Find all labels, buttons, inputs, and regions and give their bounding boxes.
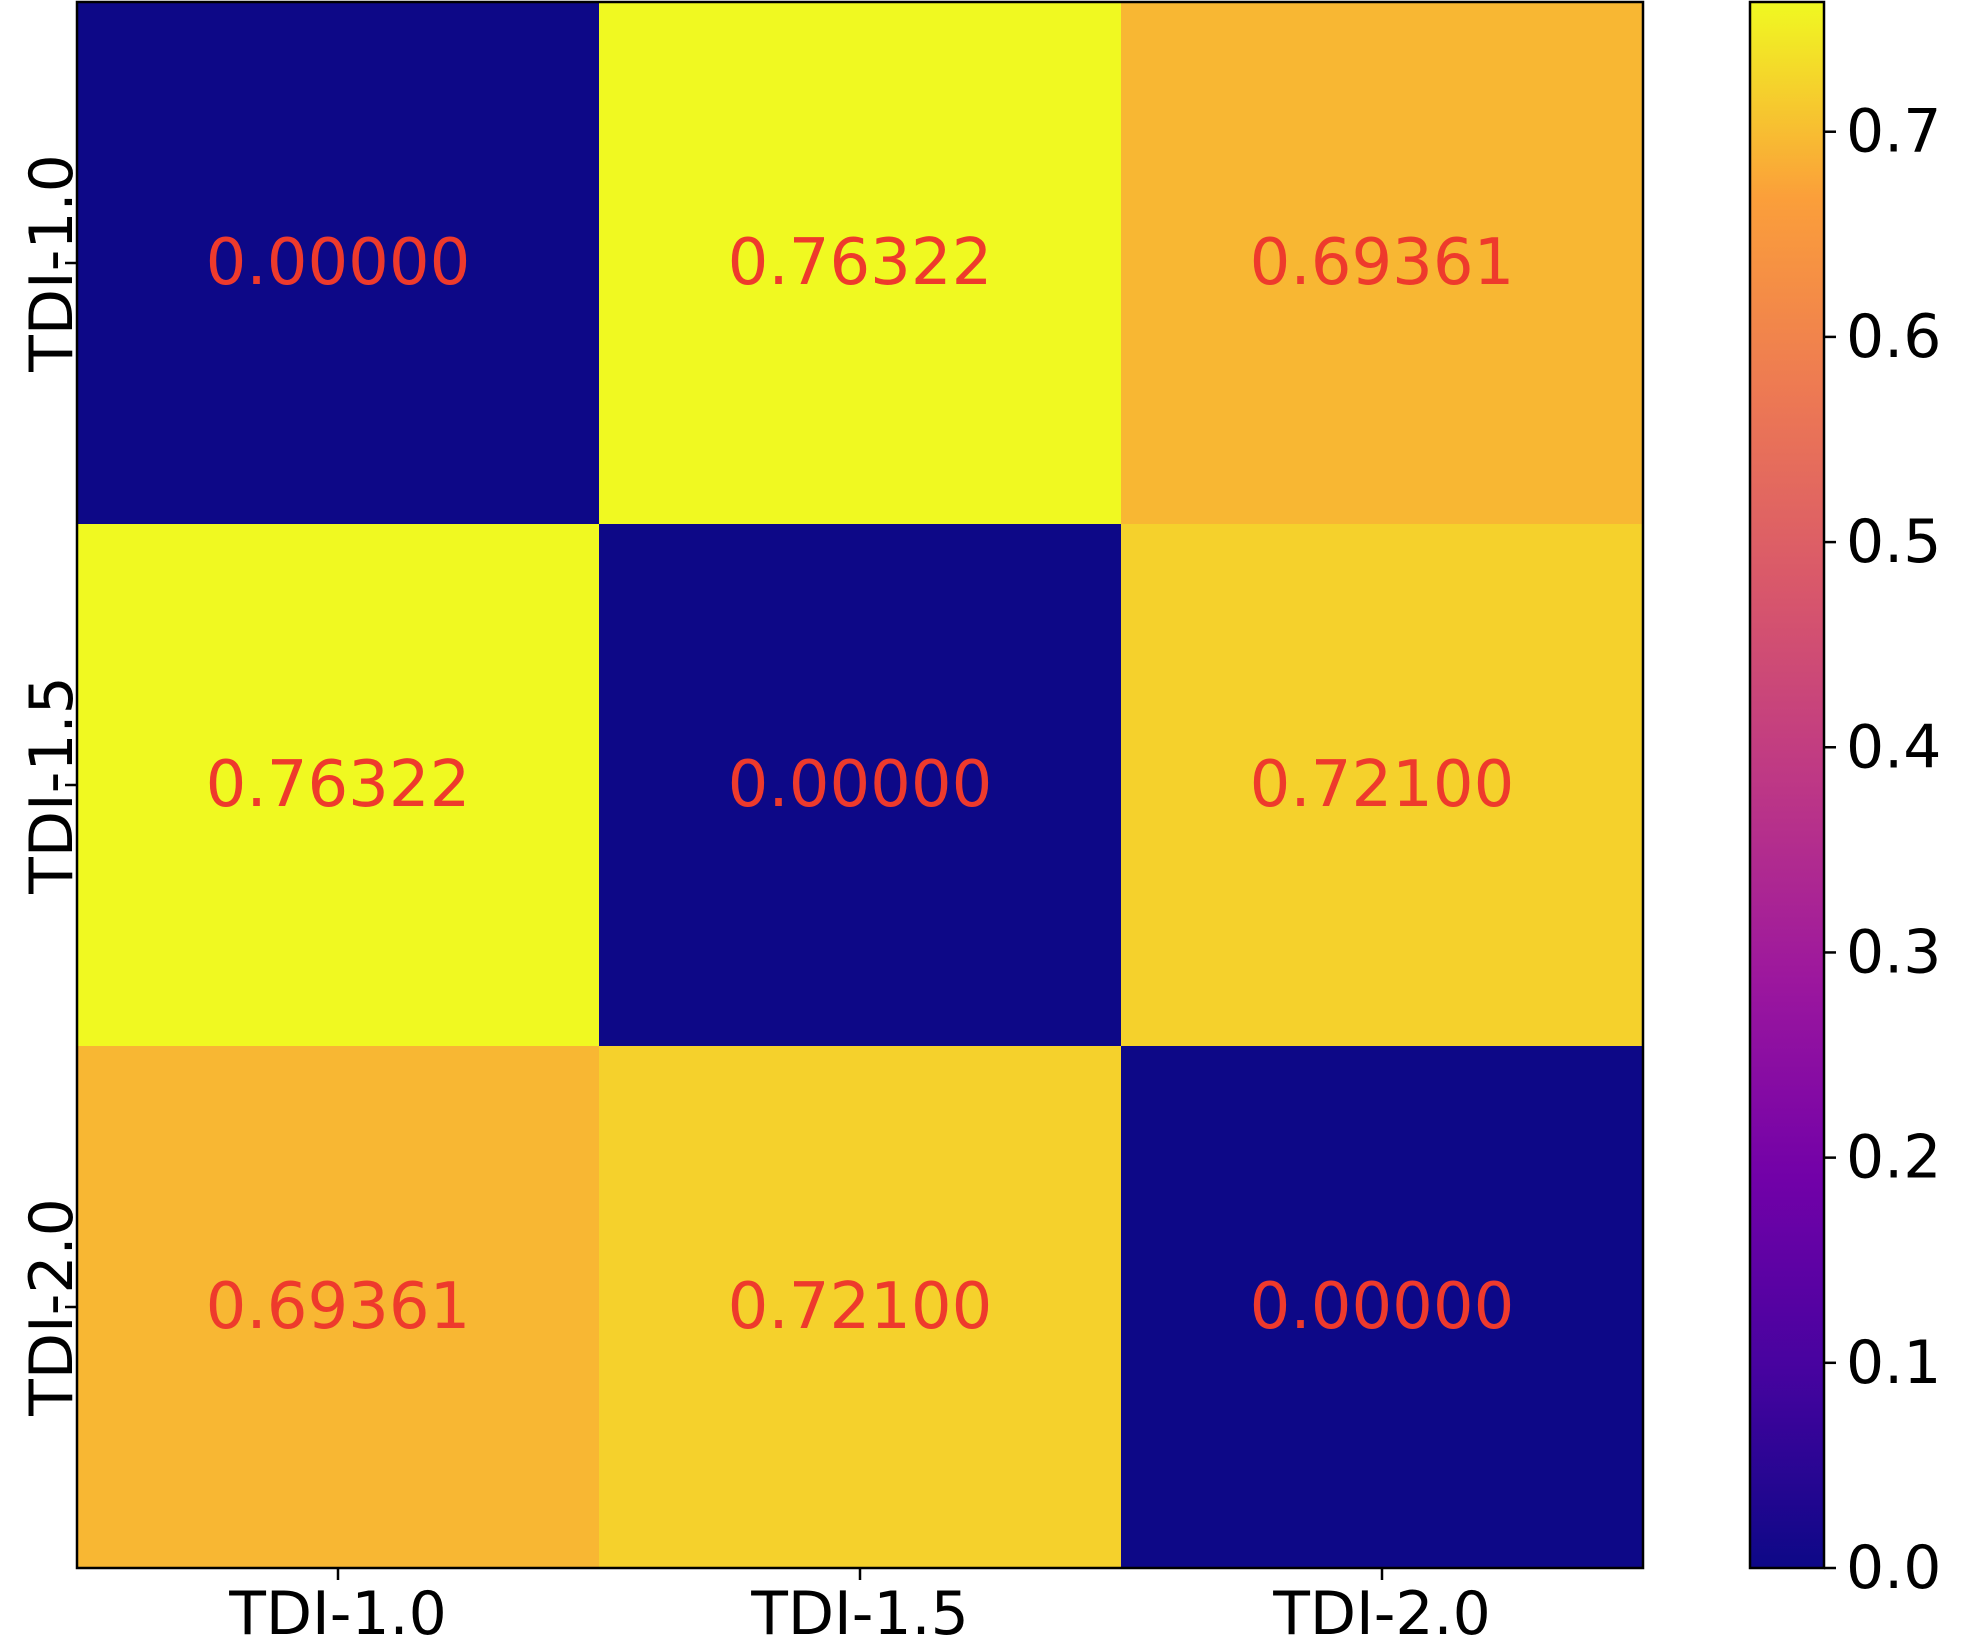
heatmap-cell-1-1 xyxy=(599,524,1122,1047)
y-tick-label-2: TDI-2.0 xyxy=(17,1198,87,1417)
cell-value-label-2-1: 0.72100 xyxy=(728,1270,993,1344)
heatmap-cell-0-0 xyxy=(77,2,600,525)
colorbar-tick-label-0: 0.0 xyxy=(1846,1533,1941,1603)
colorbar-tick-label-5: 0.5 xyxy=(1846,507,1941,577)
heatmap-cell-0-2 xyxy=(1121,2,1644,525)
cell-value-label-2-0: 0.69361 xyxy=(206,1270,471,1344)
cell-value-label-2-2: 0.00000 xyxy=(1250,1270,1515,1344)
colorbar-tick-label-6: 0.6 xyxy=(1846,302,1941,372)
x-tick-label-1: TDI-1.5 xyxy=(750,1579,969,1640)
cell-value-label-0-2: 0.69361 xyxy=(1250,226,1515,300)
y-tick-label-1: TDI-1.5 xyxy=(17,676,87,895)
heatmap-cell-2-2 xyxy=(1121,1046,1644,1569)
heatmap-cell-0-1 xyxy=(599,2,1122,525)
colorbar xyxy=(1748,0,1826,1570)
cell-value-label-1-0: 0.76322 xyxy=(206,748,471,822)
cell-value-label-0-1: 0.76322 xyxy=(728,226,993,300)
colorbar-tick-label-1: 0.1 xyxy=(1846,1328,1941,1398)
cell-value-label-0-0: 0.00000 xyxy=(206,226,471,300)
heatmap-cell-2-0 xyxy=(77,1046,600,1569)
y-tick-label-0: TDI-1.0 xyxy=(17,154,87,373)
colorbar-tick-label-2: 0.2 xyxy=(1846,1123,1941,1193)
x-axis-ticks: TDI-1.0 TDI-1.5 TDI-2.0 xyxy=(228,1568,1491,1640)
cell-value-label-1-1: 0.00000 xyxy=(728,748,993,822)
colorbar-tick-label-7: 0.7 xyxy=(1846,97,1941,167)
heatmap-cell-1-2 xyxy=(1121,524,1644,1047)
cell-value-label-1-2: 0.72100 xyxy=(1250,748,1515,822)
x-tick-label-2: TDI-2.0 xyxy=(1272,1579,1491,1640)
colorbar-tick-label-3: 0.3 xyxy=(1846,917,1941,987)
heatmap-cell-labels: 0.00000 0.76322 0.69361 0.76322 0.00000 0.721… xyxy=(206,226,1515,1344)
heatmap-cell-1-0 xyxy=(77,524,600,1047)
colorbar-ticks: 0.0 0.1 0.2 0.3 0.4 0.5 0.6 0.7 xyxy=(1824,97,1941,1603)
y-axis-ticks: TDI-1.0 TDI-1.5 TDI-2.0 xyxy=(17,154,87,1417)
colorbar-tick-label-4: 0.4 xyxy=(1846,712,1941,782)
heatmap-cell-2-1 xyxy=(599,1046,1122,1569)
x-tick-label-0: TDI-1.0 xyxy=(228,1579,447,1640)
heatmap-cells xyxy=(77,2,1644,1569)
